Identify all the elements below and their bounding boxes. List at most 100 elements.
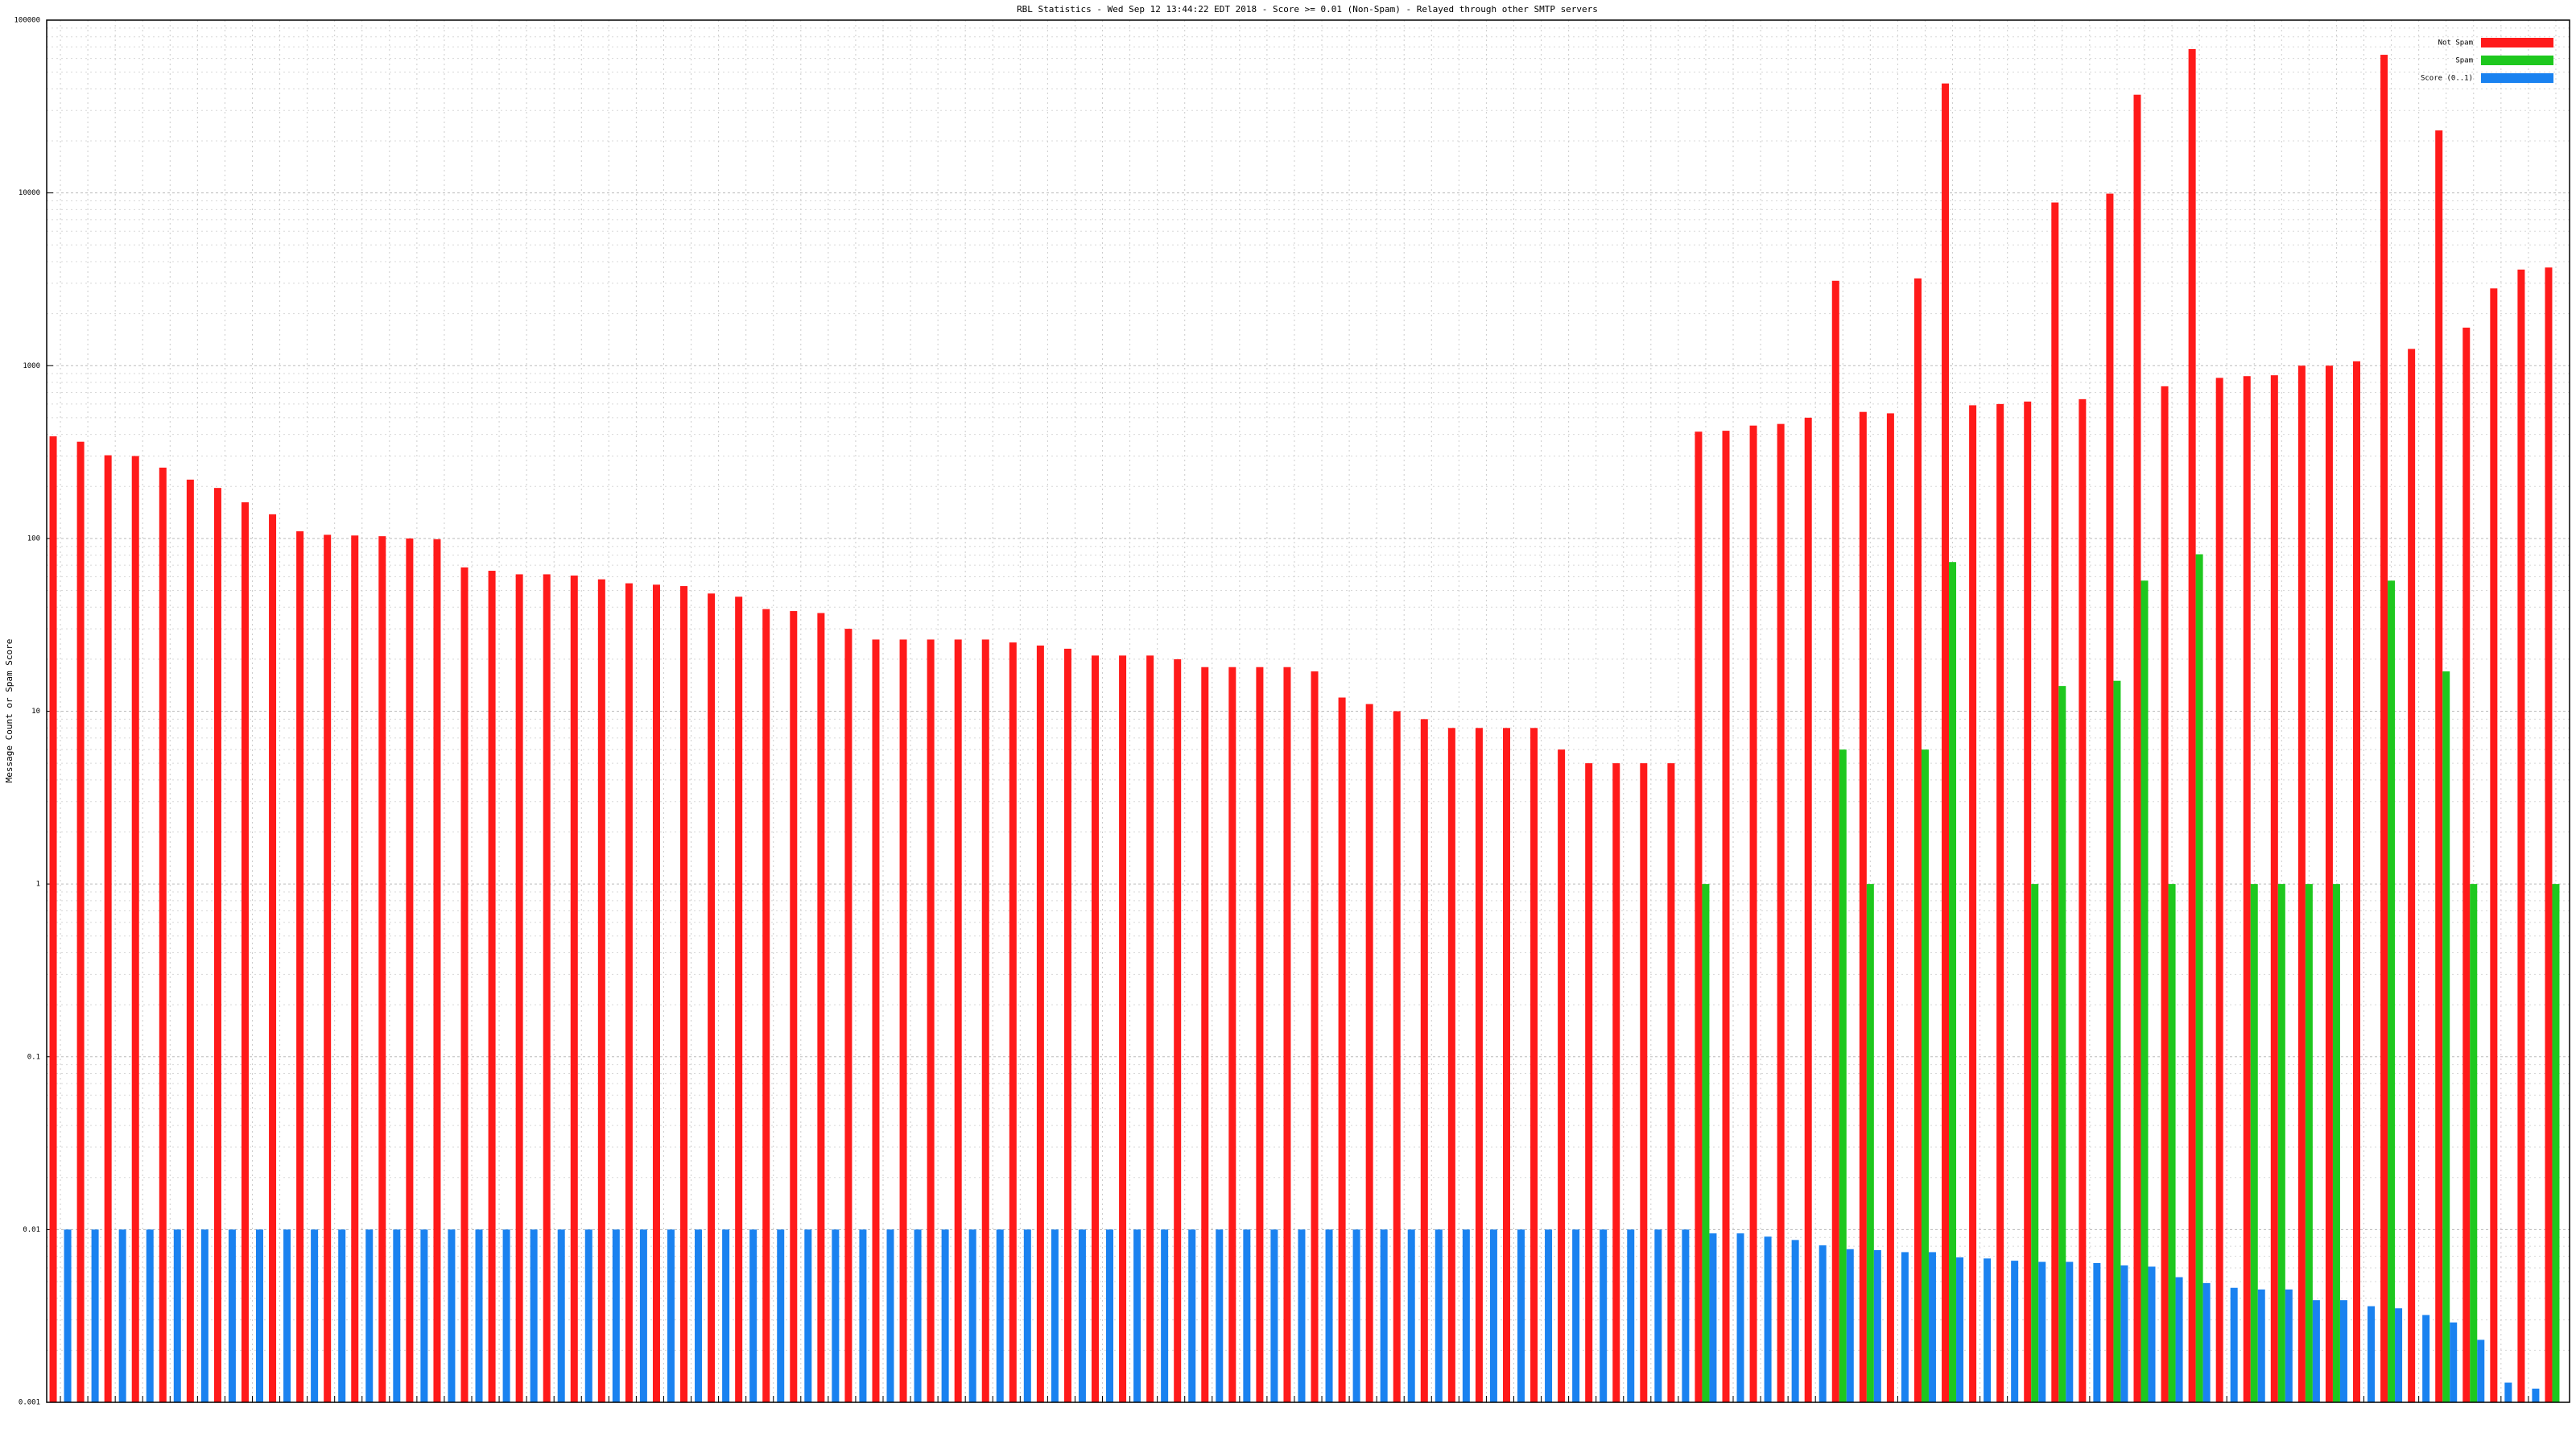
bar [49, 436, 57, 1402]
bar [488, 571, 496, 1402]
legend-swatch [2481, 56, 2553, 65]
bar [76, 441, 85, 1402]
bar [1585, 763, 1593, 1402]
bar [1352, 1229, 1360, 1402]
bar [1161, 1229, 1169, 1402]
bar [708, 593, 716, 1402]
bar [146, 1229, 154, 1402]
bar [914, 1229, 922, 1402]
bar [2168, 884, 2176, 1402]
bar [1023, 1229, 1031, 1402]
y-tick-label: 100000 [14, 17, 40, 25]
bar [2285, 1289, 2293, 1402]
bar [1228, 667, 1236, 1402]
bar [2106, 193, 2114, 1403]
bar [311, 1229, 319, 1402]
bar [1654, 1229, 1662, 1402]
bar [872, 639, 880, 1402]
bar [2066, 1261, 2074, 1402]
bar [1338, 697, 1346, 1402]
bar [2490, 288, 2498, 1403]
bar [639, 1229, 647, 1402]
bar [2188, 48, 2196, 1403]
bar [2450, 1322, 2458, 1402]
bar [460, 567, 469, 1402]
bar [2031, 884, 2039, 1402]
bar [1859, 411, 1867, 1402]
bar [1709, 1233, 1717, 1402]
bar [1612, 763, 1620, 1402]
bar [762, 609, 770, 1402]
bar [1956, 1257, 1964, 1402]
bar [475, 1229, 483, 1402]
bar [2140, 580, 2149, 1402]
bar [2051, 202, 2059, 1402]
bar [1749, 425, 1757, 1403]
bar [269, 514, 277, 1402]
bar [2270, 375, 2278, 1402]
bar [448, 1229, 456, 1402]
bar [1873, 1249, 1881, 1402]
bar [213, 488, 221, 1402]
bar [1818, 1245, 1827, 1402]
bar [1640, 763, 1648, 1402]
bar [954, 639, 962, 1402]
bar [1462, 1229, 1470, 1402]
bar [2175, 1277, 2183, 1402]
bar [981, 639, 989, 1402]
bar [420, 1229, 428, 1402]
y-tick-label: 1000 [23, 362, 40, 370]
bar [1092, 655, 1100, 1402]
bar [2477, 1340, 2485, 1402]
bar [1866, 884, 1874, 1402]
bar [859, 1229, 867, 1402]
bar [1996, 403, 2004, 1403]
bar [2024, 401, 2032, 1403]
bar [680, 586, 688, 1402]
bar [1901, 1252, 1909, 1402]
bar [1447, 728, 1455, 1402]
bar [1969, 405, 1977, 1402]
bar [2230, 1287, 2238, 1402]
bar [365, 1229, 374, 1402]
legend-label: Score (0..1) [2421, 75, 2473, 83]
bar [1530, 728, 1538, 1402]
bar [2120, 1265, 2128, 1402]
bar [1928, 1252, 1936, 1402]
bar [228, 1229, 236, 1402]
bar [1201, 667, 1209, 1402]
bar [2202, 1282, 2211, 1402]
bar [2250, 884, 2258, 1402]
bar [2325, 365, 2333, 1402]
bar [283, 1229, 291, 1402]
bar [941, 1229, 949, 1402]
bar [1311, 671, 1319, 1402]
bar [777, 1229, 785, 1402]
bar [2422, 1315, 2430, 1402]
bar [1174, 658, 1182, 1402]
bar [241, 502, 249, 1402]
bar [1489, 1229, 1497, 1402]
bar [2038, 1261, 2046, 1402]
bar [1942, 83, 1950, 1402]
bar [2257, 1289, 2265, 1402]
bar [2395, 1308, 2403, 1402]
bar [1777, 423, 1785, 1402]
bar [1517, 1229, 1525, 1402]
bar [351, 535, 359, 1402]
bar [543, 574, 551, 1403]
bar [1600, 1229, 1608, 1402]
bar [1764, 1236, 1772, 1402]
bar [1009, 642, 1017, 1402]
bar [2388, 580, 2396, 1402]
bar [1839, 749, 1847, 1402]
bar [2277, 884, 2285, 1402]
bar [2442, 671, 2450, 1402]
bar [1051, 1229, 1059, 1402]
bar [597, 579, 605, 1402]
bar [804, 1229, 812, 1402]
y-tick-label: 1 [36, 881, 40, 889]
bar [173, 1229, 181, 1402]
bar [2297, 365, 2306, 1402]
